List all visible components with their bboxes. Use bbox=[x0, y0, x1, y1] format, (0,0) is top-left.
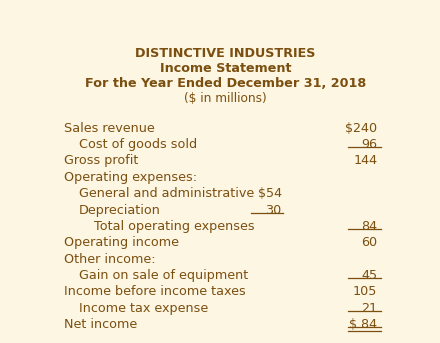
Text: Operating income: Operating income bbox=[63, 236, 179, 249]
Text: $ 84: $ 84 bbox=[349, 318, 377, 331]
Text: Income Statement: Income Statement bbox=[160, 62, 291, 75]
Text: Income tax expense: Income tax expense bbox=[79, 302, 208, 315]
Text: Total operating expenses: Total operating expenses bbox=[94, 220, 255, 233]
Text: Cost of goods sold: Cost of goods sold bbox=[79, 138, 197, 151]
Text: Gross profit: Gross profit bbox=[63, 154, 138, 167]
Text: 45: 45 bbox=[361, 269, 377, 282]
Text: Operating expenses:: Operating expenses: bbox=[63, 171, 197, 184]
Text: 30: 30 bbox=[265, 204, 282, 216]
Text: Net income: Net income bbox=[63, 318, 137, 331]
Text: Gain on sale of equipment: Gain on sale of equipment bbox=[79, 269, 248, 282]
Text: 60: 60 bbox=[361, 236, 377, 249]
Text: $240: $240 bbox=[345, 122, 377, 135]
Text: For the Year Ended December 31, 2018: For the Year Ended December 31, 2018 bbox=[85, 77, 366, 90]
Text: 105: 105 bbox=[353, 285, 377, 298]
Text: ($ in millions): ($ in millions) bbox=[184, 92, 267, 105]
Text: 21: 21 bbox=[361, 302, 377, 315]
Text: Income before income taxes: Income before income taxes bbox=[63, 285, 245, 298]
Text: 96: 96 bbox=[361, 138, 377, 151]
Text: General and administrative: General and administrative bbox=[79, 187, 254, 200]
Text: 144: 144 bbox=[353, 154, 377, 167]
Text: DISTINCTIVE INDUSTRIES: DISTINCTIVE INDUSTRIES bbox=[136, 47, 315, 60]
Text: 84: 84 bbox=[361, 220, 377, 233]
Text: Other income:: Other income: bbox=[63, 253, 155, 266]
Text: Depreciation: Depreciation bbox=[79, 204, 161, 216]
Text: Sales revenue: Sales revenue bbox=[63, 122, 154, 135]
Text: $54: $54 bbox=[258, 187, 282, 200]
